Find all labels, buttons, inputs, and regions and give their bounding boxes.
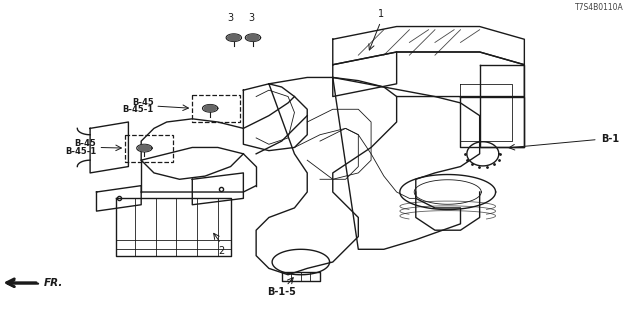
Bar xyxy=(125,135,173,162)
Text: FR.: FR. xyxy=(44,278,63,288)
Text: B-45: B-45 xyxy=(75,139,97,148)
Circle shape xyxy=(247,35,259,41)
Circle shape xyxy=(228,35,240,41)
Circle shape xyxy=(204,105,216,111)
Text: 1: 1 xyxy=(378,9,384,19)
Text: B-45-1: B-45-1 xyxy=(123,105,154,115)
Text: 3: 3 xyxy=(228,13,234,23)
Text: 2: 2 xyxy=(218,246,224,256)
Text: B-1: B-1 xyxy=(601,133,619,144)
Bar xyxy=(192,95,240,122)
Text: T7S4B0110A: T7S4B0110A xyxy=(575,3,623,12)
Text: 3: 3 xyxy=(248,13,254,23)
Text: B-1-5: B-1-5 xyxy=(268,287,296,297)
Text: B-45-1: B-45-1 xyxy=(65,147,97,156)
Circle shape xyxy=(138,145,150,151)
Text: B-45: B-45 xyxy=(132,98,154,107)
